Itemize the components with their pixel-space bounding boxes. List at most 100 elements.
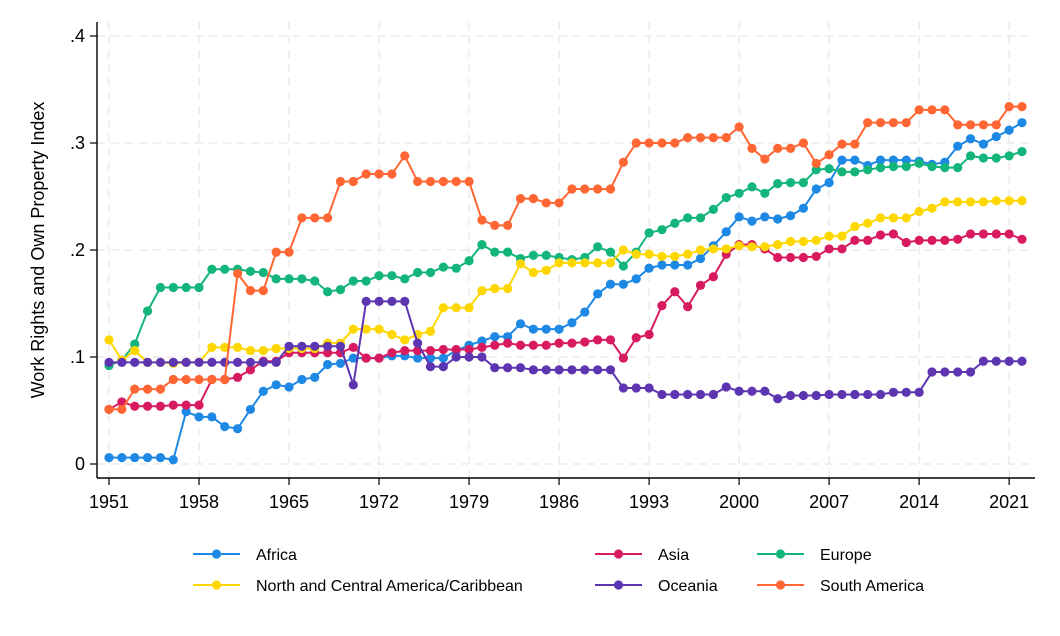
data-point-asia bbox=[695, 280, 706, 290]
data-point-south-america bbox=[323, 213, 333, 223]
data-point-oceania bbox=[528, 365, 538, 375]
data-point-oceania bbox=[734, 386, 744, 396]
data-point-south-america bbox=[593, 184, 603, 194]
data-point-oceania bbox=[605, 365, 616, 375]
data-point-oceania bbox=[863, 389, 873, 400]
legend-label-africa: Africa bbox=[256, 547, 297, 564]
data-point-africa bbox=[438, 353, 448, 363]
data-point-europe bbox=[297, 274, 307, 284]
data-point-north-and-central-america-caribbean bbox=[747, 242, 757, 252]
data-point-oceania bbox=[515, 363, 526, 373]
data-point-africa bbox=[515, 319, 526, 329]
data-point-oceania bbox=[425, 362, 436, 372]
data-point-north-and-central-america-caribbean bbox=[978, 197, 989, 207]
data-point-oceania bbox=[721, 382, 731, 392]
data-point-africa bbox=[670, 260, 680, 270]
data-point-europe bbox=[798, 177, 808, 188]
data-point-south-america bbox=[811, 158, 821, 168]
legend-item-north-and-central-america-caribbean: North and Central America/Caribbean bbox=[193, 578, 523, 595]
data-point-north-and-central-america-caribbean bbox=[220, 342, 230, 352]
data-point-asia bbox=[528, 340, 538, 350]
data-point-south-america bbox=[927, 105, 937, 115]
data-point-africa bbox=[181, 406, 191, 417]
data-point-europe bbox=[773, 179, 783, 189]
data-point-europe bbox=[387, 271, 397, 281]
data-point-south-america bbox=[785, 143, 796, 153]
data-point-africa bbox=[477, 336, 487, 346]
data-point-africa bbox=[837, 155, 847, 165]
y-tick-label: 0 bbox=[75, 454, 85, 474]
data-point-asia bbox=[503, 338, 513, 348]
data-point-africa bbox=[194, 412, 204, 422]
data-point-europe bbox=[940, 163, 950, 173]
data-point-europe bbox=[490, 247, 500, 257]
data-point-oceania bbox=[914, 387, 924, 397]
data-point-north-and-central-america-caribbean bbox=[927, 203, 937, 213]
data-point-south-america bbox=[130, 384, 140, 394]
data-point-africa bbox=[541, 324, 551, 334]
data-point-south-america bbox=[863, 118, 873, 128]
data-point-asia bbox=[181, 400, 191, 410]
legend-marker-south-america bbox=[775, 580, 786, 590]
data-point-oceania bbox=[580, 365, 590, 375]
data-point-south-america bbox=[798, 138, 808, 148]
data-point-north-and-central-america-caribbean bbox=[940, 197, 950, 207]
data-point-africa bbox=[747, 216, 757, 226]
data-point-oceania bbox=[978, 356, 989, 366]
data-point-asia bbox=[618, 353, 628, 363]
data-point-europe bbox=[991, 153, 1001, 163]
data-point-south-america bbox=[940, 105, 950, 115]
legend-item-africa: Africa bbox=[193, 547, 297, 564]
data-point-north-and-central-america-caribbean bbox=[695, 245, 706, 255]
data-point-north-and-central-america-caribbean bbox=[245, 345, 256, 356]
y-tick-label: .2 bbox=[70, 240, 85, 260]
data-point-south-america bbox=[477, 215, 487, 225]
legend-item-europe: Europe bbox=[757, 547, 872, 564]
data-point-oceania bbox=[773, 394, 783, 404]
data-point-africa bbox=[1004, 125, 1014, 135]
data-point-asia bbox=[863, 235, 873, 245]
data-point-africa bbox=[695, 253, 706, 264]
data-point-europe bbox=[425, 267, 436, 278]
legend-marker-north-and-central-america-caribbean bbox=[211, 580, 222, 590]
data-point-north-and-central-america-caribbean bbox=[1004, 196, 1014, 206]
data-point-south-america bbox=[335, 176, 346, 187]
data-point-asia bbox=[425, 345, 436, 356]
data-point-oceania bbox=[888, 387, 899, 397]
data-point-europe bbox=[914, 158, 924, 168]
x-tick-label: 2000 bbox=[719, 492, 759, 512]
data-point-oceania bbox=[245, 357, 256, 367]
data-point-oceania bbox=[258, 357, 268, 367]
data-point-oceania bbox=[323, 341, 333, 351]
data-point-south-america bbox=[875, 118, 886, 128]
data-point-europe bbox=[721, 192, 731, 203]
data-point-south-america bbox=[850, 139, 860, 149]
data-point-europe bbox=[953, 163, 963, 173]
data-point-south-america bbox=[245, 286, 256, 296]
data-point-north-and-central-america-caribbean bbox=[863, 218, 873, 228]
data-point-south-america bbox=[425, 176, 436, 187]
data-point-oceania bbox=[464, 352, 474, 362]
data-point-north-and-central-america-caribbean bbox=[683, 249, 693, 259]
x-tick-label: 2021 bbox=[989, 492, 1029, 512]
data-point-africa bbox=[310, 372, 320, 382]
data-point-europe bbox=[683, 213, 693, 223]
data-point-oceania bbox=[760, 386, 770, 396]
data-point-south-america bbox=[297, 213, 307, 223]
data-point-oceania bbox=[541, 365, 551, 375]
data-point-africa bbox=[142, 452, 153, 463]
data-point-oceania bbox=[1017, 356, 1027, 366]
data-point-south-america bbox=[1004, 102, 1014, 112]
data-point-north-and-central-america-caribbean bbox=[490, 283, 500, 294]
data-point-asia bbox=[953, 234, 963, 244]
data-point-oceania bbox=[991, 356, 1001, 366]
data-point-europe bbox=[618, 261, 628, 271]
data-point-africa bbox=[888, 155, 899, 165]
grid bbox=[97, 22, 1035, 478]
data-point-oceania bbox=[747, 386, 757, 396]
data-point-europe bbox=[824, 164, 834, 174]
data-point-south-america bbox=[361, 169, 371, 179]
data-point-europe bbox=[670, 218, 680, 228]
data-point-europe bbox=[593, 242, 603, 252]
data-point-oceania bbox=[657, 389, 667, 400]
